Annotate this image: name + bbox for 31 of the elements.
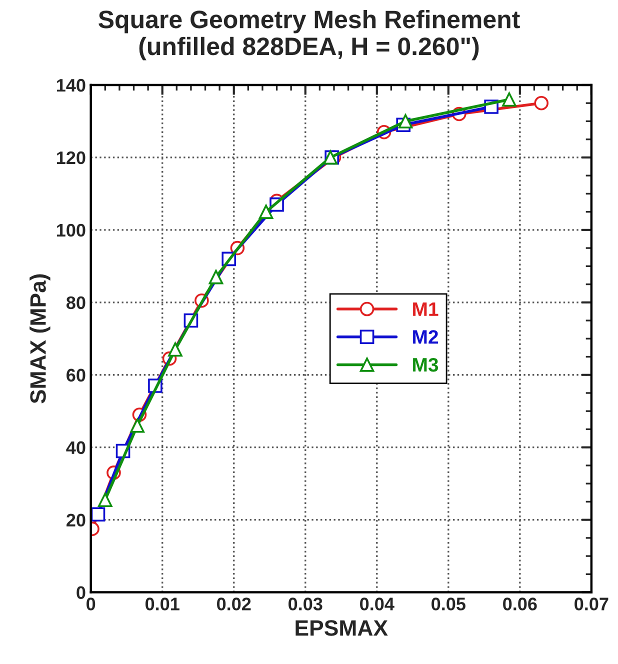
- chart-title: Square Geometry Mesh Refinement (unfilled 828DEA, H = 0.260"): [98, 10, 520, 60]
- point: [98, 492, 112, 508]
- point: [130, 418, 144, 433]
- x-tick-label: 0.02: [217, 598, 251, 610]
- x-tick-label: 0.05: [432, 598, 466, 610]
- x-axis-title: EPSMAX: [296, 620, 388, 636]
- x-tick-label: 0.03: [288, 598, 322, 610]
- point: [258, 204, 274, 219]
- y-tick-label: 60: [66, 368, 86, 382]
- x-tick-label: 0: [86, 598, 96, 610]
- x-tick-label: 0.01: [146, 598, 180, 610]
- x-tick-label: 0.04: [360, 598, 394, 610]
- legend-label: M1: [413, 302, 438, 316]
- y-tick-label: 80: [66, 296, 86, 310]
- y-tick-label: 20: [66, 514, 86, 527]
- y-tick-label: 120: [57, 151, 86, 164]
- point: [168, 342, 182, 357]
- y-tick-label: 140: [57, 78, 86, 92]
- point: [502, 92, 516, 107]
- point: [534, 96, 549, 110]
- y-tick-label: 40: [66, 441, 86, 454]
- point: [208, 270, 224, 284]
- y-axis-title: SMAX (MPa): [30, 274, 50, 404]
- point: [90, 507, 106, 522]
- y-tick-label: 100: [57, 224, 86, 237]
- y-tick-label: 0: [76, 586, 86, 600]
- x-tick-label: 0.07: [574, 598, 608, 610]
- point: [398, 114, 413, 128]
- x-tick-label: 0.06: [503, 598, 537, 610]
- legend-label: M3: [413, 358, 438, 372]
- legend-label: M2: [413, 330, 438, 344]
